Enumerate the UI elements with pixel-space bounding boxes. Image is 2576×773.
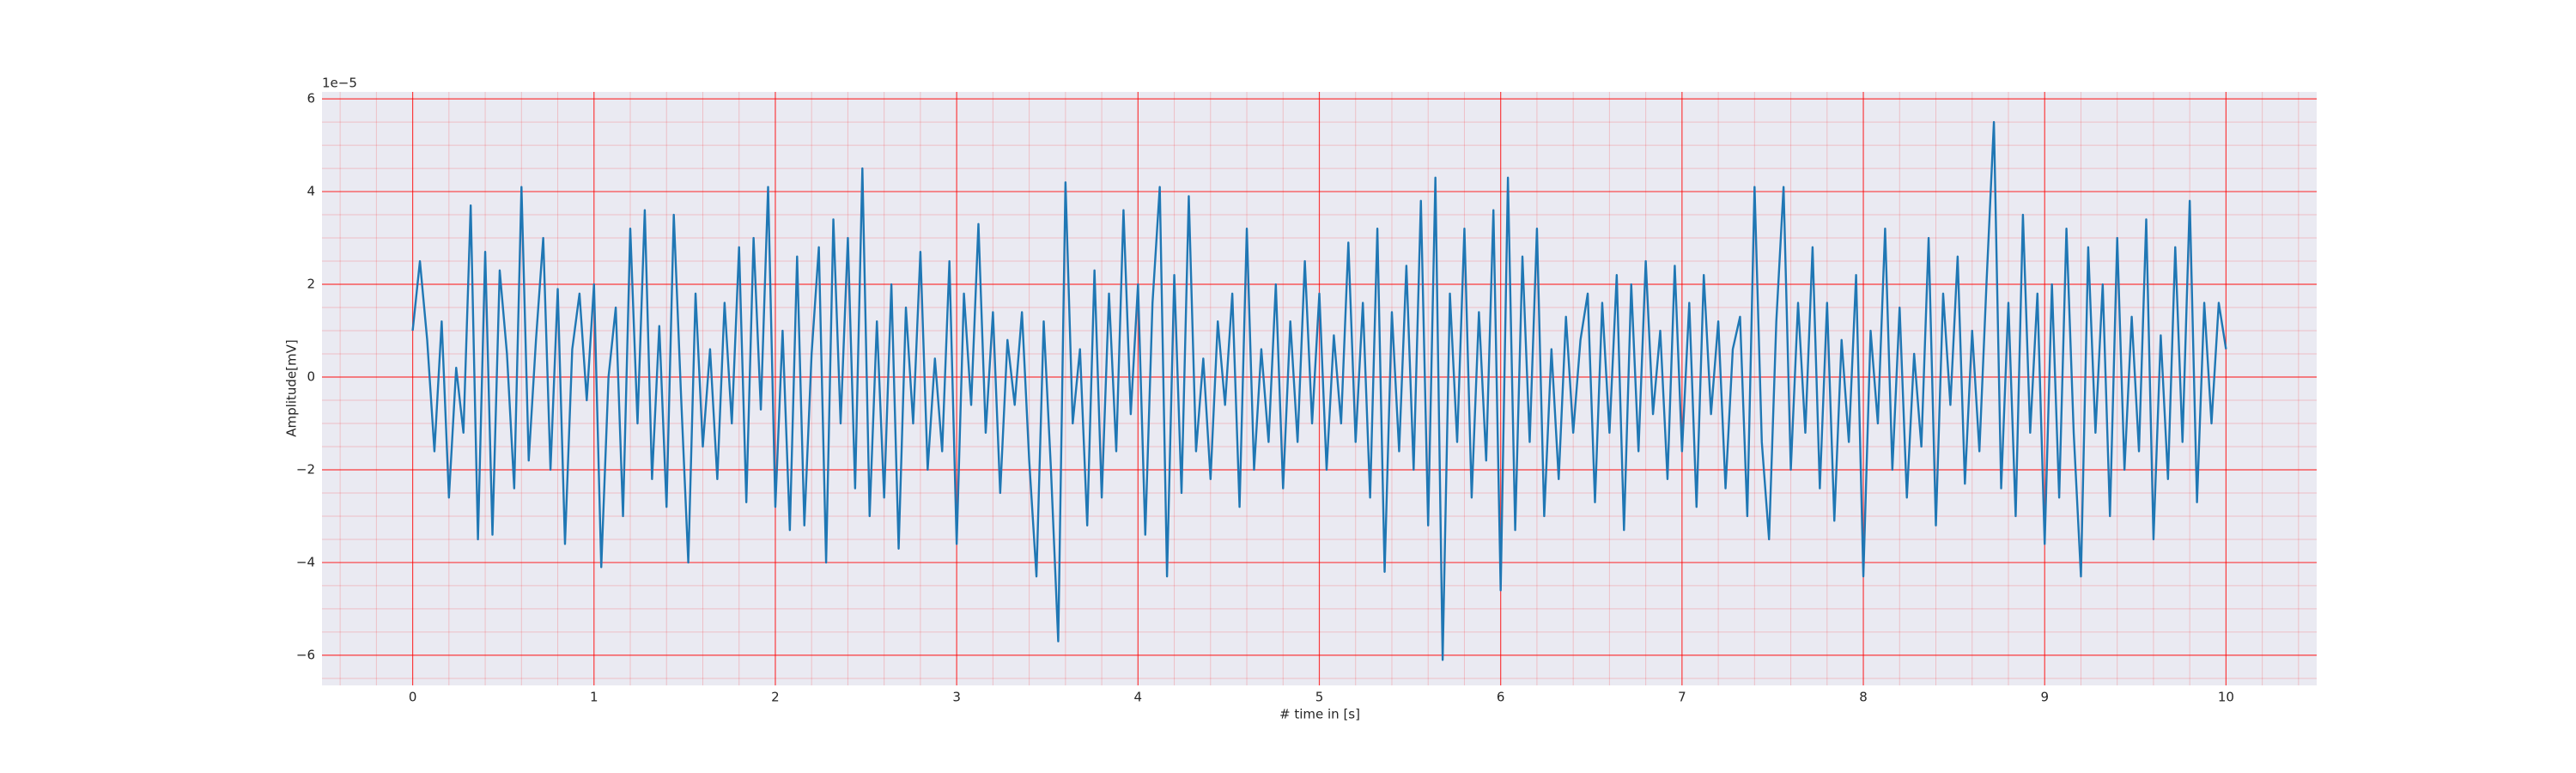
y-tick-label: −2 — [296, 461, 315, 477]
x-axis-label: # time in [s] — [1279, 707, 1360, 722]
x-tick-label: 8 — [1859, 690, 1868, 705]
x-tick-label: 6 — [1497, 690, 1505, 705]
y-offset-label: 1e−5 — [322, 76, 357, 91]
y-tick-label: 4 — [307, 184, 315, 199]
y-axis-label: Amplitude[mV] — [284, 339, 300, 436]
x-tick-label: 7 — [1678, 690, 1686, 705]
x-tick-label: 0 — [409, 690, 417, 705]
y-tick-label: −6 — [296, 647, 315, 662]
y-tick-label: 6 — [307, 91, 315, 107]
y-tick-label: 2 — [307, 277, 315, 292]
x-tick-label: 3 — [952, 690, 961, 705]
y-tick-label: 0 — [307, 369, 315, 385]
x-tick-label: 9 — [2040, 690, 2049, 705]
y-tick-label: −4 — [296, 554, 315, 569]
x-tick-label: 2 — [771, 690, 780, 705]
x-tick-label: 1 — [590, 690, 598, 705]
x-tick-label: 4 — [1134, 690, 1143, 705]
signal-line — [411, 120, 2227, 661]
x-tick-label: 10 — [2218, 690, 2234, 705]
x-tick-label: 5 — [1315, 690, 1324, 705]
